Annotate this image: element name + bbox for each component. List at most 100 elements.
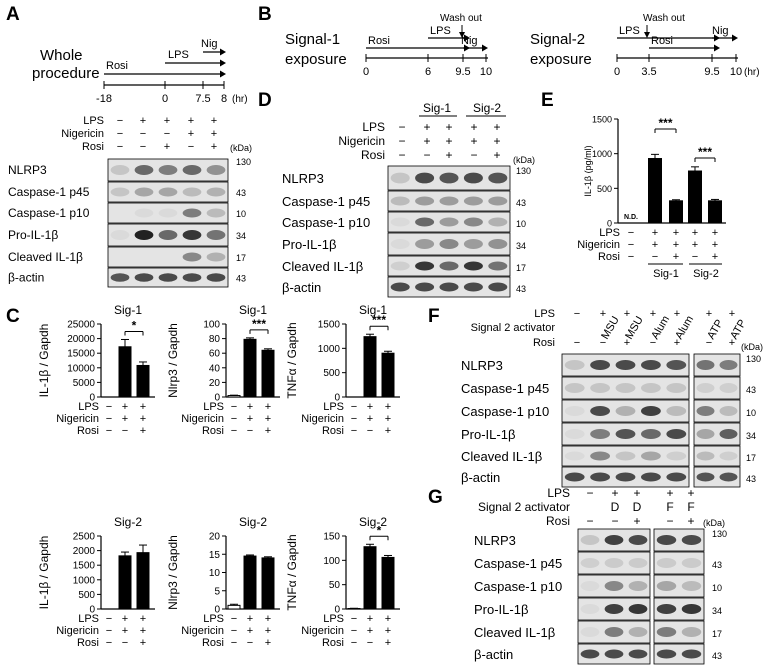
C1-cond-2-lane-3: +: [140, 413, 146, 425]
G-blot-2-a-band-1: [580, 558, 600, 568]
E-cond-label-3: Rosi: [598, 251, 620, 263]
E-cond-3-lane-5: +: [712, 251, 718, 263]
G-cond-2-lane-2: D: [611, 500, 620, 514]
D-cond-2-lane-5: +: [493, 134, 500, 148]
E-cond-2-lane-5: +: [712, 239, 718, 251]
F-blot-label-1: NLRP3: [461, 358, 503, 373]
F-blot-5-a-band-3: [615, 451, 636, 461]
G-cond-3-lane-1: −: [586, 514, 593, 528]
F-blot-1-a-band-3: [615, 360, 636, 370]
C1-chart: 0 5000 10000 15000 20000 25000 Sig-1 IL-1β / Ga…: [37, 303, 155, 404]
C4-cond-1-lane-3: +: [140, 613, 146, 625]
C5-cond-2-lane-1: −: [231, 625, 237, 637]
E-cond-3-lane-4: −: [692, 251, 698, 263]
F-blot-2-b-strip: [693, 376, 741, 400]
C4-cond-2-lane-3: +: [140, 625, 146, 637]
D-cond-1-lane-1: −: [398, 120, 405, 134]
C6-cond-2-lane-3: +: [385, 625, 391, 637]
C2-ytick-label-6: 100: [203, 320, 220, 331]
G-blot-4-a-band-2: [604, 604, 624, 614]
panel-label-D: D: [258, 90, 272, 111]
D-blot-1-band-2: [415, 172, 435, 184]
C5-ytick-label-3: 10: [209, 568, 221, 579]
E-cond-2-lane-3: +: [673, 239, 679, 251]
G-blot-6-a-band-2: [604, 649, 624, 659]
A-cond-1-lane-3: +: [164, 115, 170, 127]
D-blot-4-band-1: [390, 239, 410, 249]
F-blot-1-b-band-1: [696, 360, 715, 370]
E-ytick-label-3: 1000: [592, 149, 612, 159]
F-blot-5-a-band-1: [564, 451, 585, 461]
G-blot-4-a-band-3: [628, 604, 648, 614]
F-blot-6-a-band-4: [640, 472, 661, 482]
C5-ytick-label-2: 5: [214, 586, 220, 597]
A-cond-1-lane-5: +: [211, 115, 217, 127]
C1-ytick-label-5: 20000: [67, 334, 95, 345]
C1-cond-3-lane-1: −: [106, 425, 112, 437]
C3-cond-label-3: Rosi: [322, 425, 344, 437]
C5-cond-1-lane-2: +: [247, 613, 253, 625]
F-blot-6-b-band-2: [719, 472, 738, 482]
G-blot-label-4: Pro-IL-1β: [474, 602, 528, 617]
D-cond-label-1: LPS: [362, 120, 385, 134]
C3-cond-3-lane-3: +: [385, 425, 391, 437]
C3-ytick-label-1: 0: [334, 393, 340, 404]
B-sig2-unit: (hr): [744, 67, 760, 78]
B-sig2-lps-label: LPS: [619, 25, 640, 37]
G-blot-2-a-band-3: [628, 558, 648, 568]
F-blot-3-a-strip: [561, 399, 690, 423]
D-group-1: Sig-1: [423, 101, 451, 115]
F-blot-4-a-band-1: [564, 429, 585, 439]
C5-cond-label-3: Rosi: [202, 637, 224, 649]
C4-cond-3-lane-1: −: [106, 637, 112, 649]
G-blot-4-b-band-1: [656, 604, 677, 614]
C5-chart: 0 5 10 15 20 Sig-2 Nlrp3 / Gapdh: [166, 515, 280, 616]
F-blot-1-a-band-4: [640, 360, 661, 370]
E-ytick-label-1: 0: [607, 219, 612, 229]
A-blot-label-5: Cleaved IL-1β: [8, 250, 83, 264]
E-group-2: Sig-2: [693, 268, 719, 280]
F-cond-3-lane-5: +: [674, 337, 680, 349]
C4-cond-3-lane-3: +: [140, 637, 146, 649]
C1-title: Sig-1: [114, 303, 142, 317]
A-unit: (hr): [232, 94, 248, 105]
E-bar-3: [669, 200, 683, 224]
D-blot-5-band-4: [463, 261, 483, 271]
G-blot-5-a-band-1: [580, 627, 600, 637]
F-blot-6-a-band-3: [615, 472, 636, 482]
G-blot-2-b-band-2: [681, 558, 702, 568]
C2-ytick-label-3: 40: [209, 363, 221, 374]
C5-cond-3-lane-3: +: [265, 637, 271, 649]
D-cond-1-lane-3: +: [445, 120, 452, 134]
C6-cond-label-2: Nigericin: [301, 625, 344, 637]
E-ytick-label-2: 500: [597, 184, 612, 194]
panel-label-F: F: [428, 306, 440, 327]
C1-cond-label-3: Rosi: [77, 425, 99, 437]
C3-bar-2: [363, 336, 377, 398]
A-kda-header: (kDa): [230, 143, 252, 153]
C3-cond-2-lane-1: −: [351, 413, 357, 425]
F-blot-5-b-band-2: [719, 451, 738, 461]
E-sig-1-mark: ***: [658, 116, 672, 130]
G-blot-label-5: Cleaved IL-1β: [474, 625, 555, 640]
F-cond-1-lane-3: +: [624, 308, 630, 320]
G-cond-label-3: Rosi: [546, 514, 570, 528]
A-nig-arrow-head: [220, 48, 226, 56]
F-blot-6-a-band-1: [564, 472, 585, 482]
C4-cond-2-lane-2: +: [122, 625, 128, 637]
E-cond-3-lane-3: +: [673, 251, 679, 263]
G-cond-2-lane-5: F: [687, 500, 694, 514]
F-cond-1-lane-1: −: [574, 308, 580, 320]
C6-chart: 0 50 100 150 Sig-2 TNFα / Gapdh *: [285, 515, 400, 616]
B-sig2-wash-label: Wash out: [643, 13, 685, 24]
C4-chart: 0 500 1000 1500 2000 2500 Sig-2 IL-1β / Gapdh: [37, 515, 155, 616]
D-blot-5-band-2: [415, 261, 435, 271]
A-tick-label-3: 7.5: [195, 93, 210, 105]
C1-ytick-label-1: 0: [89, 393, 95, 404]
A-lps-label: LPS: [168, 49, 189, 61]
D-blot-6-band-1: [390, 282, 410, 292]
A-blot-label-2: Caspase-1 p45: [8, 185, 90, 199]
A-title-1: Whole: [40, 47, 83, 64]
C5-cond-3-lane-1: −: [231, 637, 237, 649]
E-cond-label-2: Nigericin: [577, 239, 620, 251]
